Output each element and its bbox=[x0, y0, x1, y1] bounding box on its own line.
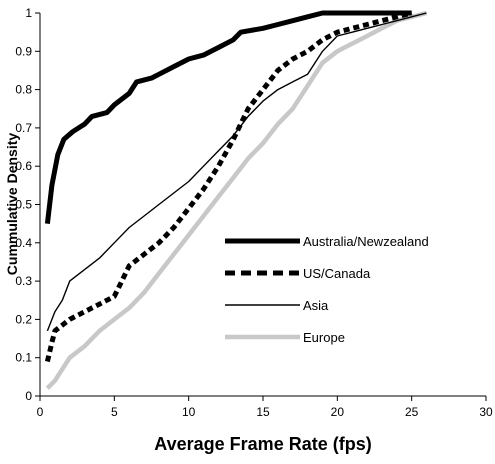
series-line-1 bbox=[44, 10, 413, 363]
y-tick-label: 0.1 bbox=[15, 351, 32, 365]
ticks: 0 5 10 15 20 25 30 0 0.1 0.2 0.3 0.4 0.5 0.6 0.7 0.8 0.9… bbox=[15, 6, 493, 419]
x-tick-label: 20 bbox=[331, 405, 345, 419]
y-tick-label: 0.7 bbox=[15, 121, 32, 135]
x-axis-title: Average Frame Rate (fps) bbox=[154, 434, 371, 454]
series-line-3 bbox=[45, 10, 428, 390]
legend-label: Asia bbox=[303, 298, 329, 313]
x-tick-label: 25 bbox=[405, 405, 419, 419]
legend-label: US/Canada bbox=[303, 266, 371, 281]
y-tick-label: 0.3 bbox=[15, 274, 32, 288]
legend-label: Europe bbox=[303, 330, 345, 345]
series-line-0 bbox=[44, 10, 412, 224]
y-tick-label: 0.5 bbox=[15, 198, 32, 212]
y-axis-title: Cummulative Density bbox=[4, 133, 20, 276]
series-line-2 bbox=[46, 12, 427, 332]
y-tick-label: 0.9 bbox=[15, 44, 32, 58]
y-tick-label: 0.2 bbox=[15, 312, 32, 326]
x-tick-label: 30 bbox=[479, 405, 493, 419]
y-tick-label: 0.8 bbox=[15, 83, 32, 97]
x-tick-label: 10 bbox=[182, 405, 196, 419]
x-tick-label: 15 bbox=[256, 405, 270, 419]
x-tick-label: 0 bbox=[37, 405, 44, 419]
plot-lines bbox=[44, 10, 428, 390]
y-tick-label: 0.6 bbox=[15, 159, 32, 173]
y-tick-label: 0.4 bbox=[15, 236, 32, 250]
x-tick-label: 5 bbox=[111, 405, 118, 419]
legend: Australia/Newzealand US/Canada Asia Europe bbox=[225, 234, 429, 345]
y-tick-label: 1 bbox=[25, 6, 32, 20]
y-tick-label: 0 bbox=[25, 389, 32, 403]
legend-label: Australia/Newzealand bbox=[303, 234, 429, 249]
